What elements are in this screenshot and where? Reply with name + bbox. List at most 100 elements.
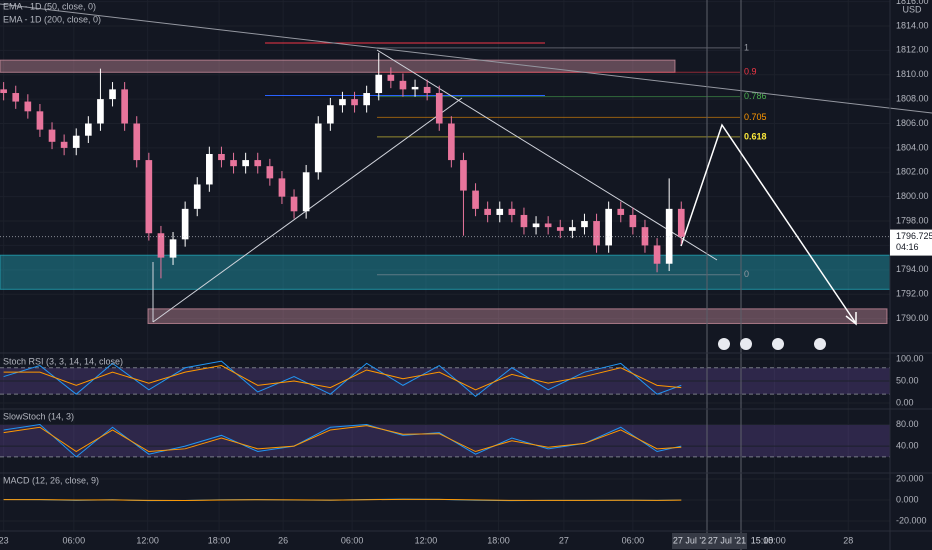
trend-line [0, 3, 932, 114]
x-tick-label: 06:00 [63, 535, 86, 545]
candle-body [641, 227, 649, 246]
grid [0, 367, 890, 458]
zone [0, 254, 891, 290]
candle-body [544, 223, 552, 228]
candle-body [556, 227, 564, 231]
fib-label: 0.9 [744, 67, 757, 77]
y-tick-label: 1812.00 [896, 45, 929, 55]
candle-body [629, 214, 637, 228]
candle-body [145, 160, 153, 234]
last-price-box [890, 229, 932, 256]
candle-body [60, 141, 68, 148]
candle-body [593, 221, 600, 246]
candle-body [448, 123, 455, 161]
candle-body [399, 80, 407, 90]
candle-body [677, 208, 685, 237]
event-icon [740, 338, 752, 350]
candle-body [508, 208, 516, 215]
y-tick-label: 1790.00 [896, 313, 929, 323]
indicator-tick-label: 80.00 [896, 419, 919, 429]
indicator-band [0, 424, 890, 457]
fib-label: 0.786 [744, 91, 767, 101]
y-tick-label: 1798.00 [896, 215, 929, 225]
candle-body [351, 99, 358, 106]
triangle-line [376, 49, 718, 261]
candle-body [484, 208, 491, 215]
candle-body [48, 129, 56, 142]
candle-body [36, 111, 44, 130]
indicator-tick-label: 50.00 [896, 375, 919, 385]
candle-body [314, 123, 322, 173]
y-tick-label: 1792.00 [896, 289, 929, 299]
candle-body [97, 99, 104, 124]
y-tick-label: 1800.00 [896, 191, 929, 201]
candle-body [109, 89, 116, 100]
candle-body [290, 196, 298, 212]
indicator-line [3, 425, 682, 453]
candle-body [460, 160, 467, 191]
fib-label: 0 [744, 269, 749, 279]
candle-body [278, 178, 286, 197]
projection-arrowhead [845, 312, 857, 326]
event-icon [772, 338, 784, 350]
candle-body [24, 101, 32, 112]
fib-label: 1 [744, 42, 749, 52]
candle-body [472, 190, 479, 209]
x-tick-label: 18:00 [208, 535, 231, 545]
candle-body [169, 239, 177, 258]
candle-body [411, 86, 419, 90]
y-tick-label: 1810.00 [896, 69, 929, 79]
y-tick-label: 1808.00 [896, 94, 929, 104]
legend-entry: EMA - 1D (200, close, 0) [3, 14, 101, 24]
countdown-label: 04:16 [896, 242, 919, 252]
x-tick-label: 23 [0, 535, 9, 545]
candle-body [133, 123, 141, 161]
candle-body [266, 166, 274, 179]
candle-body [617, 208, 625, 215]
candle-body [181, 208, 189, 240]
y-tick-label: 1804.00 [896, 142, 929, 152]
candle-body [532, 223, 540, 228]
candle-body [581, 221, 588, 228]
fib-label: 0.618 [744, 131, 767, 141]
candle-body [375, 74, 383, 94]
indicator-tick-label: 20.000 [896, 473, 924, 483]
candle-body [327, 105, 334, 124]
candle-body [423, 86, 431, 94]
event-icon [718, 338, 730, 350]
indicator-tick-label: 40.00 [896, 440, 919, 450]
zone [147, 308, 888, 324]
candle-body [218, 153, 225, 161]
candle-body [496, 208, 504, 215]
candle-body [206, 153, 213, 185]
candle-body [435, 93, 443, 124]
candle-body [157, 233, 165, 258]
x-tick-label: 18:00 [487, 535, 510, 545]
event-icons [718, 338, 826, 350]
indicator-title: Stoch RSI (3, 3, 14, 14, close) [3, 356, 123, 366]
x-tick-label: 26 [278, 535, 288, 545]
candle-body [242, 160, 249, 167]
candle-body [605, 208, 612, 246]
time-marker-box [672, 533, 712, 549]
candle-body [363, 93, 370, 106]
time-marker-label: 15:00 [751, 535, 774, 545]
indicator-line [3, 498, 682, 502]
indicator-tick-label: 0.000 [896, 494, 919, 504]
candle-body [121, 89, 128, 124]
indicator-tick-label: 100.00 [896, 353, 924, 363]
marks [0, 52, 890, 502]
last-price-label: 1796.725 [896, 231, 932, 241]
time-marker-label: 27 Jul '21 [708, 535, 746, 545]
x-tick-label: 12:00 [136, 535, 159, 545]
y-tick-label: 1794.00 [896, 264, 929, 274]
candle-body [0, 89, 7, 94]
x-tick-label: 06:00 [622, 535, 645, 545]
y-tick-label: 1802.00 [896, 167, 929, 177]
zone [0, 59, 676, 73]
projection-path [680, 123, 856, 323]
candle-body [387, 74, 395, 81]
x-tick-label: 12:00 [415, 535, 438, 545]
